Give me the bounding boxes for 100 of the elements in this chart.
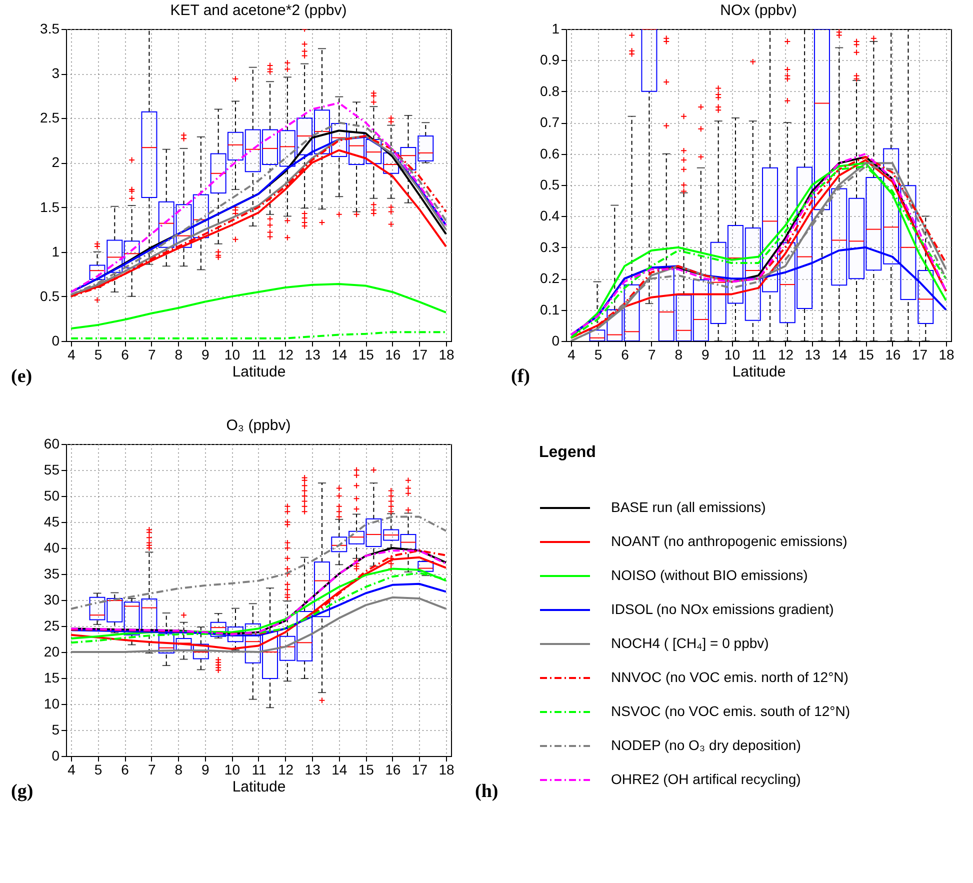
text: (g) [11,781,34,802]
chart-title: NOx (ppbv) [720,2,797,19]
x-tick-label: 15 [358,346,374,362]
legend-label: NODEP (no O₃ dry deposition) [611,737,801,753]
x-tick-label: 9 [202,346,210,362]
legend-label: IDSOL (no NOx emissions gradient) [611,601,834,617]
y-tick-label: 0 [52,748,60,764]
x-tick-label: 12 [278,346,294,362]
legend-label: NOCH4 ( [CH₄] = 0 ppbv) [611,635,769,651]
y-tick-label: 0.8 [540,82,560,99]
chart-title: O₃ (ppbv) [226,417,291,434]
x-tick-label: 12 [278,762,294,778]
y-tick-label: 2 [52,154,60,170]
y-tick-label: 0.7 [540,114,560,130]
x-tick-label: 9 [702,346,710,362]
x-tick-label: 14 [832,346,848,362]
y-tick-label: 1.5 [40,198,60,215]
x-tick-label: 17 [412,762,428,778]
x-tick-label: 16 [885,346,901,362]
line-series [70,331,447,340]
y-tick-label: 0.1 [540,301,560,318]
line-series [570,246,947,336]
x-tick-label: 10 [724,346,740,362]
y-tick-label: 0.6 [540,145,560,162]
chart-title: KET and acetone*2 (ppbv) [170,2,347,19]
x-axis-title: Latitude [732,364,786,380]
x-tick-label: 13 [304,346,321,362]
text: (e) [11,366,32,387]
y-tick-label: 0.3 [540,238,560,255]
x-tick-label: 6 [621,346,630,362]
y-tick-label: 0.2 [540,270,560,286]
x-tick-label: 11 [252,762,266,778]
x-tick-label: 13 [804,346,821,362]
y-tick-label: 2.5 [40,110,60,126]
x-tick-label: 18 [438,346,454,362]
x-axis-title: Latitude [232,778,286,796]
x-tick-label: 4 [68,346,76,362]
y-tick-label: 0.5 [540,176,560,192]
x-tick-label: 14 [332,346,348,362]
x-tick-label: 8 [174,346,183,362]
x-tick-label: 11 [252,346,266,362]
x-tick-label: 11 [752,346,766,362]
y-tick-label: 25 [44,618,60,634]
x-tick-label: 12 [778,346,794,362]
y-tick-label: 40 [44,540,60,556]
y-tick-label: 1 [52,243,60,260]
y-tick-label: 0.9 [540,52,560,68]
x-tick-label: 17 [912,346,928,362]
y-tick-label: 0 [552,332,560,348]
x-tick-label: 13 [304,762,321,778]
x-tick-label: 15 [858,346,874,362]
y-tick-label: 15 [44,670,60,686]
x-tick-label: 15 [358,762,374,778]
x-axis-title: Latitude [232,364,286,380]
x-tick-label: 7 [148,346,156,362]
legend-label: BASE run (all emissions) [611,499,766,515]
y-tick-label: 10 [44,696,60,712]
y-tick-label: 35 [44,566,60,582]
text: (f) [511,366,530,387]
legend-label: NSVOC (no VOC emis. south of 12°N) [611,703,850,719]
text: (h) [475,781,498,802]
legend-label: NOANT (no anthropogenic emissions) [611,533,848,549]
y-tick-label: 3 [52,65,60,82]
x-tick-label: 4 [68,762,76,778]
x-tick-label: 6 [121,762,130,778]
x-tick-label: 5 [594,346,602,362]
y-tick-label: 20 [44,644,60,660]
legend-label: OHRE2 (OH artifical recycling) [611,771,801,787]
x-tick-label: 18 [438,762,454,778]
y-tick-label: 55 [44,462,60,478]
y-tick-label: 3.5 [40,20,60,36]
y-tick-label: 0.5 [40,288,60,304]
x-tick-label: 7 [648,346,656,362]
y-tick-label: 1 [552,20,560,36]
x-tick-label: 14 [332,762,348,778]
y-tick-label: 5 [52,722,60,738]
x-tick-label: 16 [385,762,401,778]
x-tick-label: 8 [674,346,683,362]
y-tick-label: 60 [44,436,60,452]
x-tick-label: 6 [121,346,130,362]
x-tick-label: 10 [224,762,240,778]
y-tick-label: 0 [52,332,60,348]
y-tick-label: 50 [44,488,60,504]
y-tick-label: 45 [44,514,60,530]
legend-label: NNVOC (no VOC emis. north of 12°N) [611,669,848,685]
line-series [70,282,447,330]
y-tick-label: 0.4 [540,208,560,224]
x-tick-label: 5 [94,762,102,778]
legend-label: NOISO (without BIO emissions) [611,567,808,583]
x-tick-label: 10 [224,346,240,362]
x-tick-label: 17 [412,346,428,362]
x-tick-label: 9 [202,762,210,778]
x-tick-label: 4 [568,346,576,362]
x-tick-label: 18 [938,346,954,362]
legend-title: Legend [539,444,596,461]
x-tick-label: 5 [94,346,102,362]
y-tick-label: 30 [44,592,60,608]
x-tick-label: 8 [174,762,183,778]
x-tick-label: 7 [148,762,156,778]
x-tick-label: 16 [385,346,401,362]
